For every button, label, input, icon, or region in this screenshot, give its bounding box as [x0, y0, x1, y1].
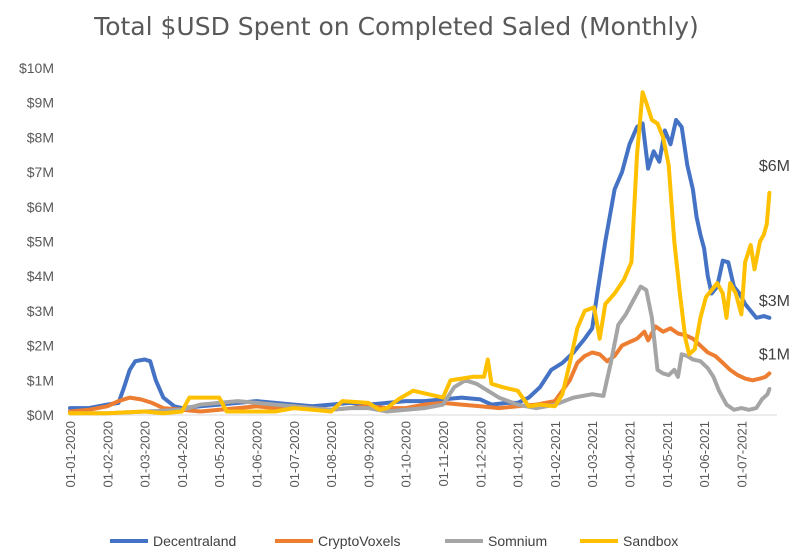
series-lines: [68, 90, 772, 416]
data-label: $6M: [759, 158, 790, 175]
x-tick-label: 01-06-2021: [697, 421, 712, 488]
y-tick-label: $6M: [27, 199, 54, 215]
x-tick-label: 01-01-2021: [511, 421, 526, 488]
series-line-sandbox: [68, 90, 772, 416]
data-label: $3M: [759, 293, 790, 310]
x-tick-label: 01-02-2020: [100, 421, 115, 488]
y-tick-label: $10M: [19, 60, 54, 76]
y-tick-label: $9M: [27, 95, 54, 111]
y-tick-label: $5M: [27, 234, 54, 250]
y-tick-label: $8M: [27, 129, 54, 145]
data-labels: $6M $3M $1M: [759, 158, 790, 363]
x-tick-label: 01-05-2021: [660, 421, 675, 488]
x-tick-label: 01-05-2020: [212, 421, 227, 488]
legend-label: Somnium: [488, 533, 547, 549]
y-tick-label: $1M: [27, 372, 54, 388]
x-tick-label: 01-03-2020: [138, 421, 153, 488]
series-line-somnium: [68, 284, 772, 416]
x-tick-label: 01-11-2020: [436, 421, 451, 487]
series-line-cryptovoxels: [68, 324, 772, 414]
x-tick-label: 01-04-2020: [175, 421, 190, 488]
chart-title: Total $USD Spent on Completed Saled (Mon…: [94, 12, 699, 41]
x-tick-label: 01-12-2020: [473, 421, 488, 488]
x-tick-label: 01-09-2020: [361, 421, 376, 488]
x-tick-label: 01-06-2020: [250, 421, 265, 488]
x-tick-label: 01-08-2020: [324, 421, 339, 488]
x-tick-label: 01-07-2021: [734, 421, 749, 488]
data-label: $1M: [759, 346, 790, 363]
legend: Decentraland CryptoVoxels Somnium Sandbox: [110, 533, 678, 549]
legend-label: CryptoVoxels: [318, 533, 400, 549]
y-tick-label: $2M: [27, 338, 54, 354]
x-tick-label: 01-04-2021: [623, 421, 638, 488]
y-tick-label: $3M: [27, 303, 54, 319]
x-tick-label: 01-07-2020: [287, 421, 302, 488]
y-tick-label: $0M: [27, 407, 54, 423]
legend-label: Sandbox: [623, 533, 678, 549]
y-axis: $0M $1M $2M $3M $4M $5M $6M $7M $8M $9M $10M: [19, 60, 54, 423]
x-tick-label: 01-03-2021: [585, 421, 600, 488]
legend-label: Decentraland: [153, 533, 236, 549]
x-tick-label: 01-02-2021: [548, 421, 563, 488]
x-tick-label: 01-10-2020: [399, 421, 414, 488]
series-line-decentraland: [68, 118, 772, 411]
x-tick-label: 01-01-2020: [63, 421, 78, 488]
y-tick-label: $4M: [27, 268, 54, 284]
y-tick-label: $7M: [27, 164, 54, 180]
x-axis: 01-01-2020 01-02-2020 01-03-2020 01-04-2020…: [63, 414, 777, 488]
